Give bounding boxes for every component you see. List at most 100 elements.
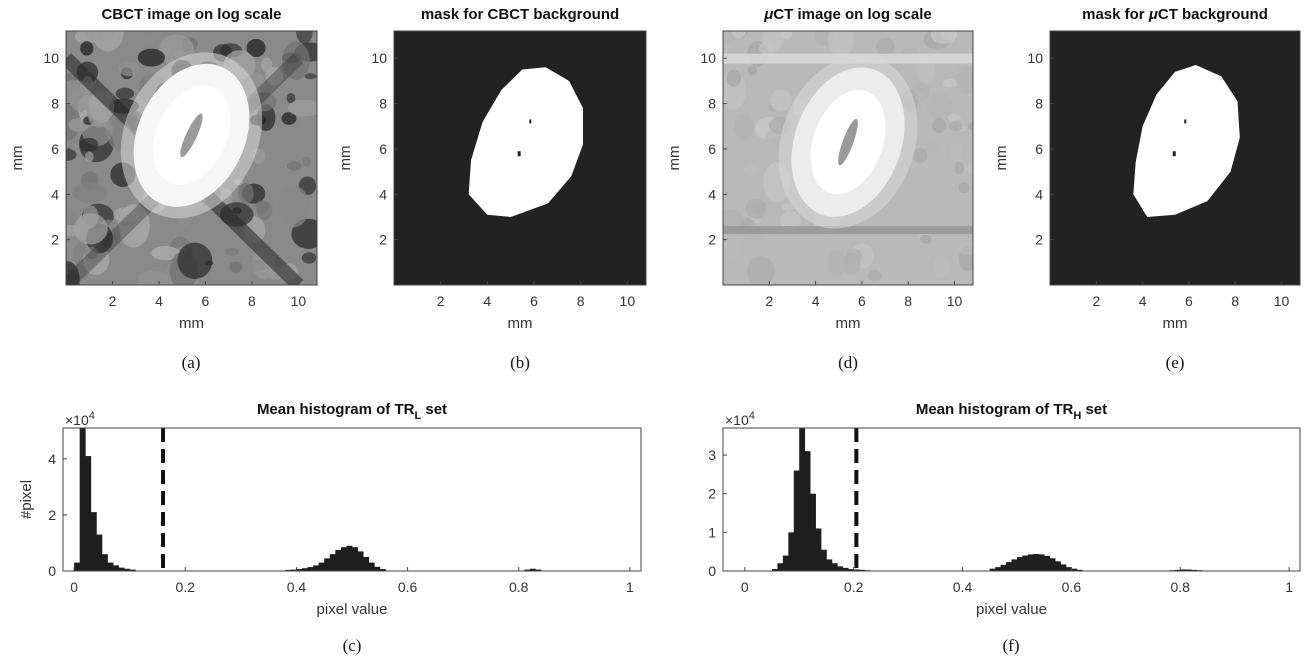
title-subscript: H (1073, 410, 1081, 422)
dark-band (723, 226, 973, 235)
object-channel (180, 113, 203, 158)
histogram-bar (118, 567, 125, 571)
texture-patch (827, 31, 855, 57)
x-axis-label: mm (179, 315, 204, 332)
texture-patch (254, 200, 269, 214)
y-multiplier-base: ×10 (725, 412, 749, 428)
x-tick-label: 8 (248, 293, 256, 309)
x-tick-label: 2 (109, 293, 117, 309)
texture-patch (930, 31, 958, 44)
x-tick-label: 8 (904, 293, 912, 309)
texture-patch (743, 163, 758, 176)
texture-patch (723, 209, 743, 230)
texture-patch (924, 139, 940, 153)
y-tick-label: 2 (1035, 232, 1043, 248)
texture-patch (302, 156, 312, 167)
image-content (723, 31, 973, 285)
histogram-bar (1076, 569, 1083, 571)
x-tick-label: 1 (626, 579, 634, 595)
image-panel-d: 2 4 6 8 10 2 4 6 8 10 mm mm μCT image on log scale (666, 6, 974, 332)
texture-patch (734, 113, 754, 141)
y-multiplier: ×104 (725, 410, 755, 428)
texture-patch (296, 31, 313, 44)
histogram-bar (335, 549, 342, 571)
texture-patch (229, 261, 243, 273)
x-axis-label: mm (508, 315, 533, 332)
y-multiplier: ×104 (65, 410, 95, 428)
x-tick-label: 0.2 (176, 579, 196, 595)
y-tick-label: 4 (1035, 186, 1043, 202)
x-tick-label: 6 (530, 293, 538, 309)
x-tick-label: 0.8 (1171, 579, 1191, 595)
texture-patch (964, 163, 973, 174)
texture-patch (244, 259, 266, 272)
y-axis-label: mm (666, 146, 683, 171)
texture-patch (731, 31, 746, 38)
texture-patch (910, 82, 930, 101)
panel-caption: (d) (838, 353, 858, 372)
texture-patch (66, 79, 81, 91)
histogram-bar (859, 569, 865, 571)
histogram-bar (831, 563, 838, 571)
image-content (1050, 31, 1300, 285)
y-tick-label: 10 (700, 50, 716, 66)
title-main: CT background (1158, 6, 1268, 23)
histogram-bar (1049, 558, 1056, 571)
texture-patch (281, 41, 310, 81)
texture-patch (780, 210, 801, 231)
x-tick-label: 8 (1231, 293, 1239, 309)
y-tick-label: 10 (1027, 50, 1043, 66)
y-tick-label: 6 (1035, 141, 1043, 157)
histogram-bar (1174, 569, 1181, 571)
texture-patch (246, 38, 266, 58)
x-tick-label: 10 (620, 293, 636, 309)
histogram-bar (329, 554, 336, 571)
x-tick-label: 4 (1139, 293, 1147, 309)
title-suffix: set (1081, 401, 1107, 418)
x-tick-label: 2 (437, 293, 445, 309)
y-tick-label: 2 (48, 507, 56, 523)
title-main: CBCT image on log scale (101, 6, 281, 23)
texture-patch (137, 48, 165, 67)
texture-patch (265, 66, 284, 86)
texture-patch (942, 78, 959, 88)
histogram-bar (313, 565, 320, 571)
texture-patch (267, 267, 287, 280)
histogram-bar (799, 428, 806, 571)
histogram-bar (124, 568, 131, 571)
histogram-bar (74, 562, 81, 571)
y-tick-label: 4 (379, 186, 387, 202)
y-tick-label: 10 (371, 50, 387, 66)
x-tick-label: 6 (1185, 293, 1193, 309)
histogram-bar (374, 566, 381, 571)
texture-patch (115, 87, 135, 100)
y-tick-label: 4 (48, 451, 56, 467)
texture-patch (238, 182, 254, 205)
histogram-bar (340, 547, 347, 571)
histogram-bar (837, 566, 844, 571)
y-tick-label: 8 (379, 96, 387, 112)
x-tick-label: 0.6 (398, 579, 418, 595)
texture-patch (79, 137, 99, 152)
y-axis-label: #pixel (18, 480, 35, 519)
histogram-bar (848, 569, 855, 571)
texture-patch (947, 114, 962, 122)
texture-patch (747, 65, 758, 76)
texture-patch (177, 242, 213, 280)
image-panel-b: 2 4 6 8 10 2 4 6 8 10 mm mm mask for CBCT background (337, 6, 647, 332)
x-tick-label: 0.4 (287, 579, 307, 595)
histogram-bar (820, 549, 827, 571)
histogram-bar (129, 569, 136, 571)
histogram-bar (524, 569, 531, 571)
histogram-bar (357, 551, 364, 571)
texture-patch (931, 118, 947, 133)
texture-patch (780, 31, 793, 39)
y-tick-label: 2 (51, 232, 59, 248)
x-tick-label: 8 (577, 293, 585, 309)
x-tick-label: 4 (812, 293, 820, 309)
y-tick-label: 2 (379, 232, 387, 248)
y-tick-label: 6 (51, 141, 59, 157)
x-tick-label: 0.8 (509, 579, 529, 595)
texture-patch (949, 121, 963, 132)
